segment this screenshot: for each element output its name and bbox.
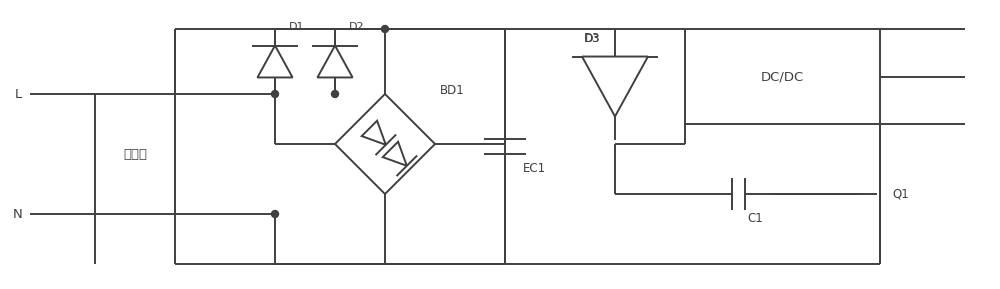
Polygon shape <box>317 46 353 77</box>
Text: 调光器: 调光器 <box>123 147 147 160</box>
Text: N: N <box>13 208 23 221</box>
Circle shape <box>332 90 338 97</box>
Text: C1: C1 <box>747 212 763 225</box>
Polygon shape <box>582 57 648 116</box>
Text: D3: D3 <box>584 34 600 44</box>
Circle shape <box>272 90 278 97</box>
Polygon shape <box>257 46 293 77</box>
Text: D3: D3 <box>584 32 600 45</box>
Polygon shape <box>383 142 407 166</box>
Text: D2: D2 <box>349 22 365 32</box>
Circle shape <box>382 25 388 32</box>
Text: BD1: BD1 <box>440 84 465 97</box>
Polygon shape <box>335 94 435 194</box>
Text: Q1: Q1 <box>892 188 909 201</box>
FancyBboxPatch shape <box>95 94 175 214</box>
FancyBboxPatch shape <box>685 29 880 124</box>
Circle shape <box>272 210 278 218</box>
Polygon shape <box>362 121 386 145</box>
Text: DC/DC: DC/DC <box>761 70 804 83</box>
Text: EC1: EC1 <box>523 162 546 175</box>
Text: D1: D1 <box>289 22 304 32</box>
Text: L: L <box>14 88 22 101</box>
